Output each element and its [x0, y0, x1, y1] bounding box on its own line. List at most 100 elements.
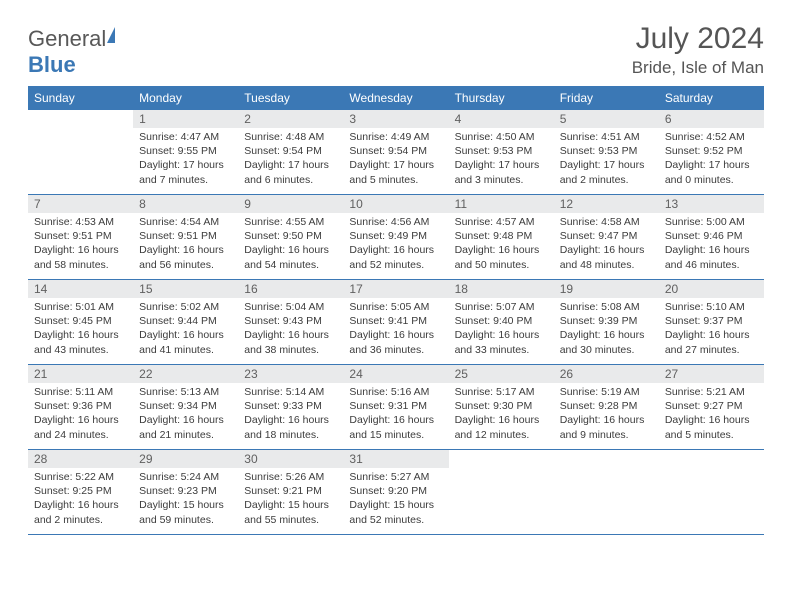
day-number: 12 [554, 195, 659, 213]
day-number: 1 [133, 110, 238, 128]
day-info: Sunrise: 4:58 AMSunset: 9:47 PMDaylight:… [554, 213, 659, 276]
day-info: Sunrise: 5:21 AMSunset: 9:27 PMDaylight:… [659, 383, 764, 446]
daylight-text: Daylight: 16 hours and 58 minutes. [34, 243, 127, 271]
sunrise-text: Sunrise: 5:19 AM [560, 385, 653, 399]
day-number: 16 [238, 280, 343, 298]
sunrise-text: Sunrise: 5:07 AM [455, 300, 548, 314]
day-cell: 18Sunrise: 5:07 AMSunset: 9:40 PMDayligh… [449, 280, 554, 364]
day-number: 13 [659, 195, 764, 213]
day-info: Sunrise: 4:55 AMSunset: 9:50 PMDaylight:… [238, 213, 343, 276]
title-block: July 2024 Bride, Isle of Man [632, 22, 764, 78]
day-number: 17 [343, 280, 448, 298]
daylight-text: Daylight: 16 hours and 21 minutes. [139, 413, 232, 441]
day-info: Sunrise: 4:56 AMSunset: 9:49 PMDaylight:… [343, 213, 448, 276]
day-number: 7 [28, 195, 133, 213]
sunrise-text: Sunrise: 5:04 AM [244, 300, 337, 314]
triangle-icon [107, 27, 115, 43]
day-number: 19 [554, 280, 659, 298]
brand-text: General Blue [28, 26, 115, 78]
daylight-text: Daylight: 15 hours and 52 minutes. [349, 498, 442, 526]
day-cell: 14Sunrise: 5:01 AMSunset: 9:45 PMDayligh… [28, 280, 133, 364]
week-row: 14Sunrise: 5:01 AMSunset: 9:45 PMDayligh… [28, 280, 764, 365]
daylight-text: Daylight: 16 hours and 2 minutes. [34, 498, 127, 526]
sunrise-text: Sunrise: 5:08 AM [560, 300, 653, 314]
daylight-text: Daylight: 15 hours and 55 minutes. [244, 498, 337, 526]
daylight-text: Daylight: 16 hours and 54 minutes. [244, 243, 337, 271]
sunrise-text: Sunrise: 5:27 AM [349, 470, 442, 484]
daylight-text: Daylight: 16 hours and 24 minutes. [34, 413, 127, 441]
sunset-text: Sunset: 9:31 PM [349, 399, 442, 413]
day-cell: 2Sunrise: 4:48 AMSunset: 9:54 PMDaylight… [238, 110, 343, 194]
day-number [449, 450, 554, 467]
day-info: Sunrise: 5:01 AMSunset: 9:45 PMDaylight:… [28, 298, 133, 361]
daylight-text: Daylight: 16 hours and 52 minutes. [349, 243, 442, 271]
sunrise-text: Sunrise: 5:05 AM [349, 300, 442, 314]
day-number: 30 [238, 450, 343, 468]
day-number [28, 110, 133, 127]
sunset-text: Sunset: 9:49 PM [349, 229, 442, 243]
day-info: Sunrise: 5:02 AMSunset: 9:44 PMDaylight:… [133, 298, 238, 361]
day-info: Sunrise: 5:08 AMSunset: 9:39 PMDaylight:… [554, 298, 659, 361]
sunset-text: Sunset: 9:51 PM [139, 229, 232, 243]
day-number: 24 [343, 365, 448, 383]
sunrise-text: Sunrise: 5:16 AM [349, 385, 442, 399]
sunset-text: Sunset: 9:51 PM [34, 229, 127, 243]
day-cell: 30 Sunrise: 5:26 AMSunset: 9:21 PMDayligh… [238, 450, 343, 534]
weekday-header: Wednesday [343, 86, 448, 110]
calendar: Sunday Monday Tuesday Wednesday Thursday… [28, 86, 764, 535]
day-cell: 28Sunrise: 5:22 AMSunset: 9:25 PMDayligh… [28, 450, 133, 534]
sunset-text: Sunset: 9:34 PM [139, 399, 232, 413]
weekday-header: Tuesday [238, 86, 343, 110]
day-cell: 27Sunrise: 5:21 AMSunset: 9:27 PMDayligh… [659, 365, 764, 449]
sunrise-text: Sunrise: 5:14 AM [244, 385, 337, 399]
sunrise-text: Sunrise: 5:02 AM [139, 300, 232, 314]
day-number [659, 450, 764, 467]
page-header: General Blue July 2024 Bride, Isle of Ma… [28, 22, 764, 78]
daylight-text: Daylight: 17 hours and 3 minutes. [455, 158, 548, 186]
sunrise-text: Sunrise: 5:26 AM [244, 470, 337, 484]
sunset-text: Sunset: 9:47 PM [560, 229, 653, 243]
day-number: 5 [554, 110, 659, 128]
day-number: 22 [133, 365, 238, 383]
sunset-text: Sunset: 9:55 PM [139, 144, 232, 158]
day-info: Sunrise: 5:19 AMSunset: 9:28 PMDaylight:… [554, 383, 659, 446]
sunset-text: Sunset: 9:33 PM [244, 399, 337, 413]
day-info: Sunrise: 5:17 AMSunset: 9:30 PMDaylight:… [449, 383, 554, 446]
sunrise-text: Sunrise: 4:52 AM [665, 130, 758, 144]
day-info: Sunrise: 4:49 AMSunset: 9:54 PMDaylight:… [343, 128, 448, 191]
daylight-text: Daylight: 16 hours and 56 minutes. [139, 243, 232, 271]
day-cell [28, 110, 133, 194]
day-number: 18 [449, 280, 554, 298]
weekday-header: Saturday [659, 86, 764, 110]
sunset-text: Sunset: 9:48 PM [455, 229, 548, 243]
day-cell: 5Sunrise: 4:51 AMSunset: 9:53 PMDaylight… [554, 110, 659, 194]
day-info: Sunrise: 4:47 AMSunset: 9:55 PMDaylight:… [133, 128, 238, 191]
sunset-text: Sunset: 9:21 PM [244, 484, 337, 498]
sunrise-text: Sunrise: 5:13 AM [139, 385, 232, 399]
day-number: 28 [28, 450, 133, 468]
day-info: Sunrise: 4:50 AMSunset: 9:53 PMDaylight:… [449, 128, 554, 191]
day-info: Sunrise: 4:53 AMSunset: 9:51 PMDaylight:… [28, 213, 133, 276]
day-cell: 13Sunrise: 5:00 AMSunset: 9:46 PMDayligh… [659, 195, 764, 279]
sunset-text: Sunset: 9:27 PM [665, 399, 758, 413]
day-cell: 22 Sunrise: 5:13 AMSunset: 9:34 PMDayligh… [133, 365, 238, 449]
sunset-text: Sunset: 9:45 PM [34, 314, 127, 328]
sunrise-text: Sunrise: 5:01 AM [34, 300, 127, 314]
day-info: Sunrise: 4:57 AMSunset: 9:48 PMDaylight:… [449, 213, 554, 276]
day-number: 11 [449, 195, 554, 213]
sunset-text: Sunset: 9:37 PM [665, 314, 758, 328]
sunset-text: Sunset: 9:41 PM [349, 314, 442, 328]
week-row: 1Sunrise: 4:47 AMSunset: 9:55 PMDaylight… [28, 110, 764, 195]
sunrise-text: Sunrise: 4:50 AM [455, 130, 548, 144]
daylight-text: Daylight: 17 hours and 0 minutes. [665, 158, 758, 186]
day-cell: 3Sunrise: 4:49 AMSunset: 9:54 PMDaylight… [343, 110, 448, 194]
daylight-text: Daylight: 16 hours and 43 minutes. [34, 328, 127, 356]
day-number: 8 [133, 195, 238, 213]
day-number: 10 [343, 195, 448, 213]
daylight-text: Daylight: 16 hours and 48 minutes. [560, 243, 653, 271]
daylight-text: Daylight: 16 hours and 46 minutes. [665, 243, 758, 271]
sunset-text: Sunset: 9:53 PM [455, 144, 548, 158]
sunrise-text: Sunrise: 5:10 AM [665, 300, 758, 314]
sunset-text: Sunset: 9:23 PM [139, 484, 232, 498]
day-number: 2 [238, 110, 343, 128]
